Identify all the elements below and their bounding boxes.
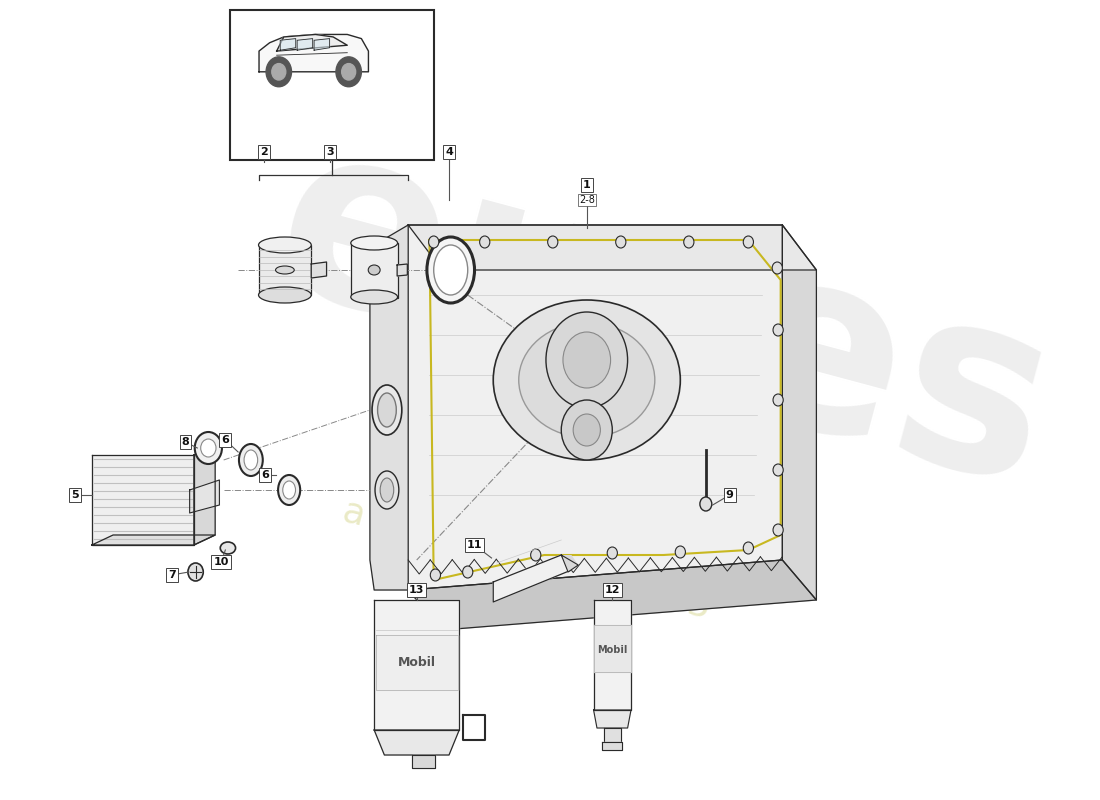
Circle shape <box>266 57 292 86</box>
Ellipse shape <box>278 475 300 505</box>
Text: 6: 6 <box>221 435 229 445</box>
Polygon shape <box>408 560 816 630</box>
Ellipse shape <box>493 300 680 460</box>
Ellipse shape <box>381 478 394 502</box>
Polygon shape <box>412 755 436 768</box>
Polygon shape <box>594 710 631 728</box>
Circle shape <box>744 236 754 248</box>
Ellipse shape <box>283 481 296 499</box>
Text: Mobil: Mobil <box>597 645 627 655</box>
Text: a passion since 1985: a passion since 1985 <box>340 494 715 626</box>
Circle shape <box>200 439 216 457</box>
Circle shape <box>573 414 601 446</box>
Text: 6: 6 <box>262 470 270 480</box>
Polygon shape <box>397 264 407 276</box>
Ellipse shape <box>375 471 399 509</box>
Ellipse shape <box>244 450 257 470</box>
Ellipse shape <box>258 287 311 303</box>
Ellipse shape <box>368 265 381 275</box>
Circle shape <box>342 63 355 80</box>
Text: 7: 7 <box>168 570 176 580</box>
Polygon shape <box>297 38 312 50</box>
Text: 12: 12 <box>605 585 620 595</box>
Polygon shape <box>370 225 408 590</box>
Text: 4: 4 <box>446 147 453 157</box>
Text: 1: 1 <box>583 180 591 190</box>
Polygon shape <box>374 600 459 730</box>
Ellipse shape <box>519 322 654 438</box>
Text: 2-8: 2-8 <box>579 195 595 205</box>
Circle shape <box>546 312 628 408</box>
Polygon shape <box>604 728 620 742</box>
Bar <box>230 10 433 160</box>
Polygon shape <box>315 38 330 50</box>
Circle shape <box>773 394 783 406</box>
Circle shape <box>480 236 490 248</box>
Polygon shape <box>194 445 216 545</box>
Polygon shape <box>258 34 369 72</box>
Bar <box>258 245 311 295</box>
Circle shape <box>463 566 473 578</box>
Circle shape <box>195 432 222 464</box>
Text: 9: 9 <box>726 490 734 500</box>
Ellipse shape <box>220 542 235 554</box>
Polygon shape <box>408 225 816 270</box>
Ellipse shape <box>433 245 468 295</box>
Circle shape <box>684 236 694 248</box>
Circle shape <box>548 236 558 248</box>
Polygon shape <box>408 225 782 590</box>
Text: 11: 11 <box>466 540 482 550</box>
Text: 8: 8 <box>182 437 189 447</box>
Polygon shape <box>189 480 219 513</box>
Polygon shape <box>594 600 631 710</box>
Circle shape <box>773 524 783 536</box>
Polygon shape <box>376 635 458 690</box>
Circle shape <box>675 546 685 558</box>
Polygon shape <box>594 625 631 672</box>
Ellipse shape <box>427 237 474 303</box>
Text: 13: 13 <box>409 585 425 595</box>
Text: 10: 10 <box>213 557 229 567</box>
Text: 3: 3 <box>326 147 333 157</box>
Polygon shape <box>91 535 216 545</box>
Circle shape <box>336 57 362 86</box>
Circle shape <box>188 563 204 581</box>
Ellipse shape <box>377 393 396 427</box>
Circle shape <box>530 549 541 561</box>
Text: 5: 5 <box>72 490 78 500</box>
Polygon shape <box>782 225 816 600</box>
Polygon shape <box>374 730 459 755</box>
Polygon shape <box>561 555 579 572</box>
Polygon shape <box>280 38 296 50</box>
Circle shape <box>700 497 712 511</box>
Polygon shape <box>311 262 327 278</box>
Circle shape <box>616 236 626 248</box>
Circle shape <box>430 569 440 581</box>
Bar <box>351 243 398 298</box>
Ellipse shape <box>372 385 402 435</box>
Ellipse shape <box>258 237 311 253</box>
Circle shape <box>607 547 617 559</box>
Text: Mobil: Mobil <box>398 657 436 670</box>
Circle shape <box>744 542 754 554</box>
Ellipse shape <box>351 290 397 304</box>
Circle shape <box>561 400 613 460</box>
Circle shape <box>272 63 286 80</box>
Circle shape <box>773 464 783 476</box>
Circle shape <box>429 236 439 248</box>
Text: eures: eures <box>251 101 1076 539</box>
Polygon shape <box>277 34 348 51</box>
Text: 2: 2 <box>260 147 267 157</box>
Polygon shape <box>91 455 194 545</box>
Circle shape <box>773 324 783 336</box>
Ellipse shape <box>351 236 397 250</box>
Circle shape <box>563 332 611 388</box>
Ellipse shape <box>275 266 294 274</box>
Circle shape <box>772 262 782 274</box>
Polygon shape <box>602 742 623 750</box>
Polygon shape <box>493 555 572 602</box>
Ellipse shape <box>239 444 263 476</box>
